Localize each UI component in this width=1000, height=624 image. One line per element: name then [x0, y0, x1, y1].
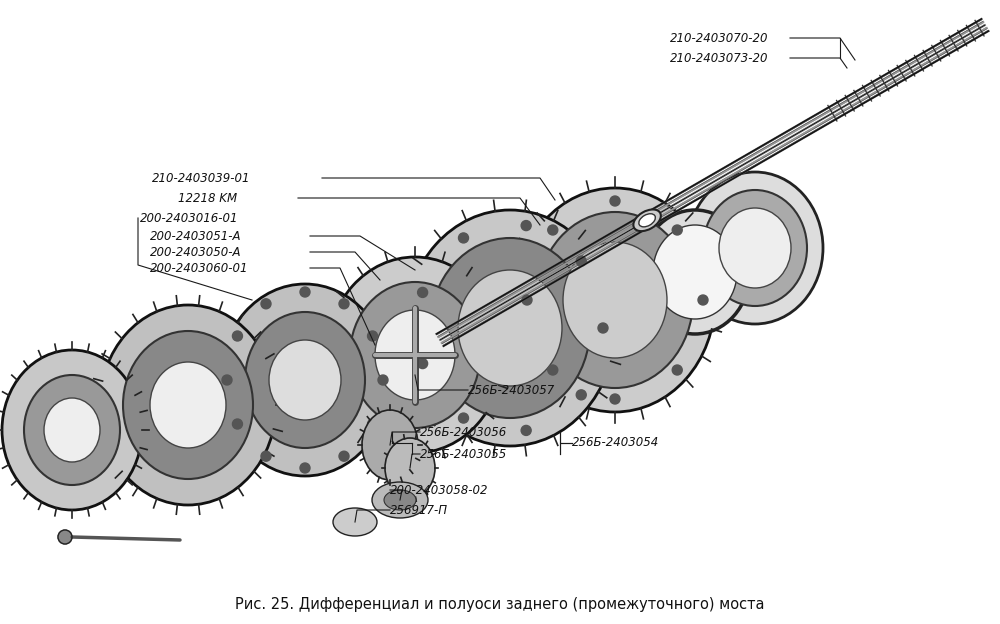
Ellipse shape: [375, 310, 455, 400]
Text: 210-2403073-20: 210-2403073-20: [670, 52, 768, 64]
Circle shape: [378, 375, 388, 385]
Text: 210-2403039-01: 210-2403039-01: [152, 172, 250, 185]
Text: 200-2403060-01: 200-2403060-01: [150, 261, 248, 275]
Ellipse shape: [220, 284, 390, 476]
Ellipse shape: [385, 438, 435, 498]
Ellipse shape: [633, 210, 661, 231]
Circle shape: [521, 220, 531, 231]
Circle shape: [261, 299, 271, 309]
Text: 12218 KM: 12218 KM: [178, 192, 237, 205]
Ellipse shape: [563, 242, 667, 358]
Circle shape: [698, 295, 708, 305]
Ellipse shape: [687, 172, 823, 324]
Ellipse shape: [2, 350, 142, 510]
Text: Рис. 25. Дифференциал и полуоси заднего (промежуточного) моста: Рис. 25. Дифференциал и полуоси заднего …: [235, 597, 765, 612]
Circle shape: [548, 225, 558, 235]
Circle shape: [58, 530, 72, 544]
Ellipse shape: [653, 225, 737, 319]
Ellipse shape: [430, 238, 590, 418]
Ellipse shape: [372, 482, 428, 518]
Circle shape: [522, 295, 532, 305]
Ellipse shape: [640, 210, 750, 334]
Circle shape: [672, 225, 682, 235]
Circle shape: [339, 451, 349, 461]
Ellipse shape: [515, 188, 715, 412]
Circle shape: [222, 375, 232, 385]
Circle shape: [300, 287, 310, 297]
Circle shape: [418, 288, 428, 298]
Ellipse shape: [123, 331, 253, 479]
Ellipse shape: [333, 508, 377, 536]
Circle shape: [548, 365, 558, 375]
Ellipse shape: [44, 398, 100, 462]
Circle shape: [521, 426, 531, 436]
Circle shape: [576, 390, 586, 400]
Circle shape: [610, 394, 620, 404]
Text: 200-2403058-02: 200-2403058-02: [390, 484, 488, 497]
Circle shape: [300, 463, 310, 473]
Ellipse shape: [362, 410, 418, 480]
Text: 256Б-2403055: 256Б-2403055: [420, 447, 507, 461]
Ellipse shape: [24, 375, 120, 485]
Circle shape: [339, 299, 349, 309]
Circle shape: [672, 365, 682, 375]
Circle shape: [232, 331, 242, 341]
Ellipse shape: [269, 340, 341, 420]
Ellipse shape: [639, 214, 655, 227]
Ellipse shape: [405, 210, 615, 446]
Circle shape: [458, 233, 468, 243]
Ellipse shape: [245, 312, 365, 448]
Circle shape: [458, 413, 468, 423]
Ellipse shape: [350, 282, 480, 428]
Circle shape: [261, 451, 271, 461]
Ellipse shape: [719, 208, 791, 288]
Text: 200-2403016-01: 200-2403016-01: [140, 212, 239, 225]
Text: 256Б-2403057: 256Б-2403057: [468, 384, 555, 396]
Ellipse shape: [327, 257, 503, 453]
Circle shape: [576, 256, 586, 266]
Text: 256917-П: 256917-П: [390, 504, 448, 517]
Text: 256Б-2403054: 256Б-2403054: [572, 437, 659, 449]
Circle shape: [232, 419, 242, 429]
Circle shape: [368, 331, 378, 341]
Ellipse shape: [150, 362, 226, 448]
Text: 200-2403051-A: 200-2403051-A: [150, 230, 242, 243]
Ellipse shape: [703, 190, 807, 306]
Text: 256Б-2403056: 256Б-2403056: [420, 426, 507, 439]
Ellipse shape: [100, 305, 276, 505]
Text: 210-2403070-20: 210-2403070-20: [670, 31, 768, 44]
Circle shape: [610, 196, 620, 206]
Circle shape: [368, 419, 378, 429]
Circle shape: [418, 359, 428, 369]
Text: 200-2403050-A: 200-2403050-A: [150, 245, 242, 258]
Ellipse shape: [537, 212, 693, 388]
Ellipse shape: [384, 490, 416, 510]
Ellipse shape: [458, 270, 562, 386]
Circle shape: [598, 323, 608, 333]
